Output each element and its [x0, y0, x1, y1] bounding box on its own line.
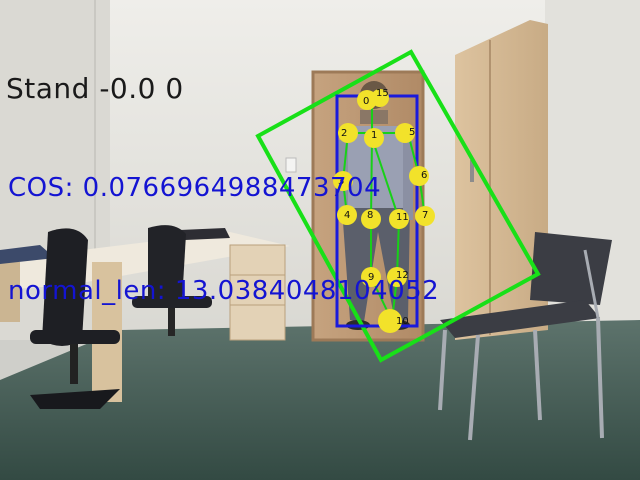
- keypoint-label-15: 15: [376, 88, 389, 99]
- keypoint-label-0: 0: [363, 96, 369, 107]
- keypoint-label-9: 9: [368, 272, 374, 283]
- keypoint-1: [364, 128, 384, 148]
- keypoint-3: [333, 171, 353, 191]
- cos-readout: COS: 0.0766964988473704: [8, 173, 382, 203]
- light-switch: [285, 157, 297, 173]
- keypoint-9: [361, 267, 381, 287]
- keypoint-15: [371, 89, 389, 107]
- keypoint-8: [361, 209, 381, 229]
- keypoint-label-8: 8: [367, 210, 373, 221]
- keypoint-11: [389, 209, 409, 229]
- keypoint-label-11: 11: [396, 212, 409, 223]
- keypoint-5: [395, 123, 415, 143]
- keypoint-label-6: 6: [421, 170, 427, 181]
- keypoint-10: [378, 309, 402, 333]
- keypoint-label-3: 3: [338, 176, 344, 187]
- desk-drawers: [229, 244, 286, 341]
- rotated-bounding-box: [255, 49, 541, 363]
- normal-len-readout: normal_len: 13.0384048104052: [8, 276, 440, 306]
- keypoints: [333, 89, 435, 333]
- keypoint-label-12: 12: [396, 270, 409, 281]
- floor: [0, 320, 640, 480]
- office-chair-middle: [148, 225, 186, 306]
- keypoint-2: [338, 123, 358, 143]
- keypoint-label-2: 2: [341, 128, 347, 139]
- keypoint-6: [409, 166, 429, 186]
- keypoint-label-5: 5: [409, 127, 415, 138]
- keypoint-labels: 0 15 2 1 5 3 6 4 8 11 7 9 12 10: [338, 88, 428, 327]
- keypoint-label-7: 7: [422, 210, 428, 221]
- office-chair-left: [42, 228, 88, 346]
- wall-cabinet: [455, 20, 548, 340]
- keypoint-label-4: 4: [344, 210, 350, 221]
- action-label: Stand -0.0 0: [6, 72, 184, 105]
- keypoint-4: [337, 205, 357, 225]
- keypoint-label-1: 1: [371, 130, 377, 141]
- keypoint-7: [415, 206, 435, 226]
- gray-chair-right: [438, 232, 612, 441]
- keypoint-12: [387, 267, 407, 287]
- keypoint-label-10: 10: [396, 316, 409, 327]
